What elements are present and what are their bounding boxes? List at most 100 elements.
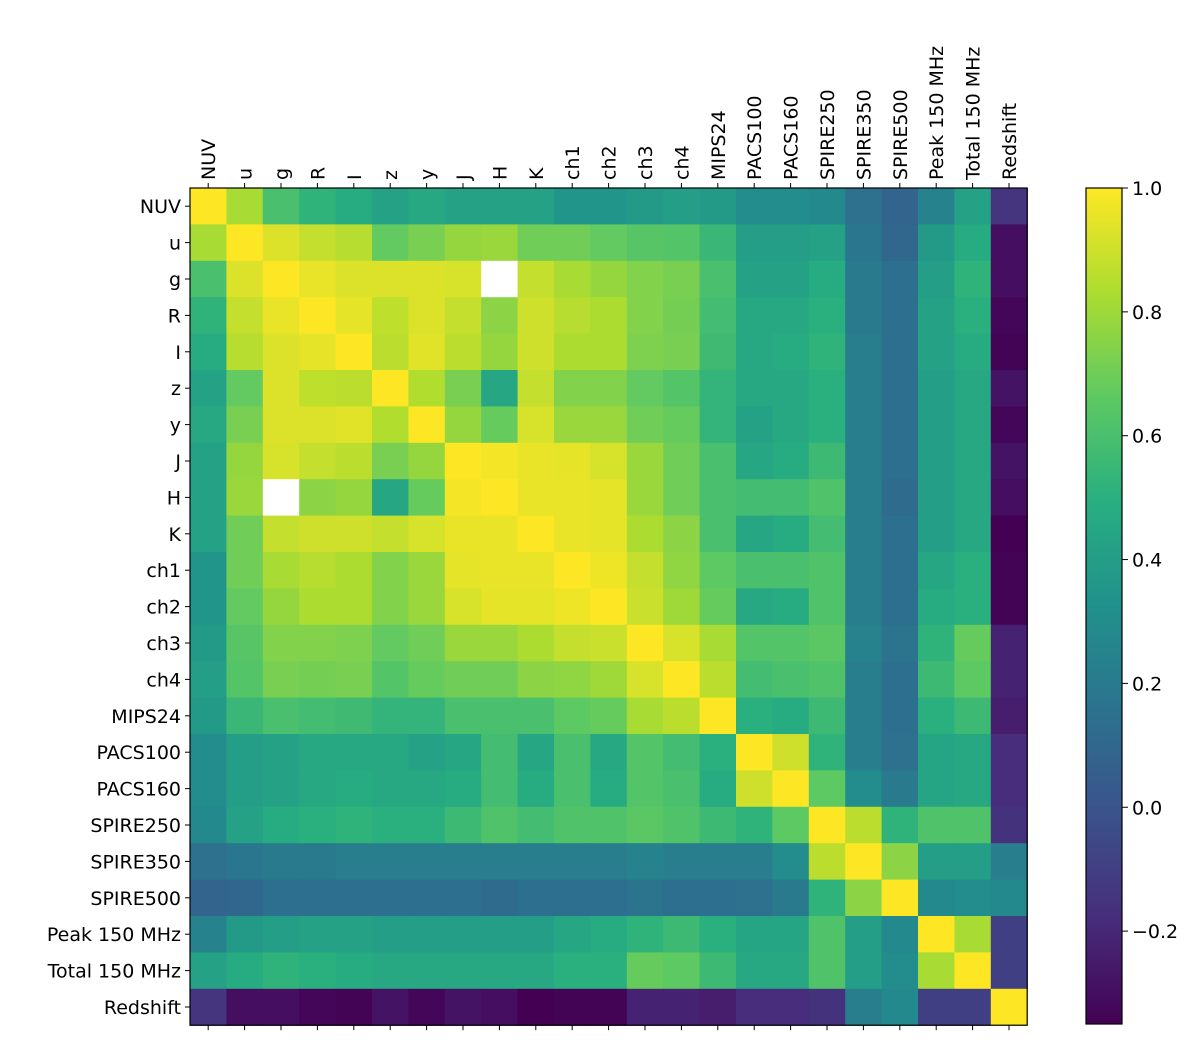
heatmap-cell [699, 515, 737, 553]
heatmap-cell [481, 988, 519, 1026]
heatmap-cell [918, 588, 955, 626]
heatmap-cell [444, 224, 482, 262]
heatmap-cell [517, 770, 555, 808]
heatmap-cell [954, 442, 992, 480]
heatmap-cell [335, 515, 373, 553]
heatmap-cell [554, 843, 591, 881]
heatmap-cell [190, 588, 227, 626]
x-tick-label: z [380, 170, 402, 180]
y-tick-label: K [169, 524, 182, 546]
heatmap-cell [881, 734, 919, 771]
heatmap-cell [772, 661, 810, 699]
heatmap-cell [481, 770, 519, 808]
heatmap-cell [626, 333, 664, 371]
heatmap-cell [190, 515, 227, 553]
heatmap-cell [481, 479, 519, 517]
heatmap-cell [481, 442, 519, 480]
heatmap-cell [808, 224, 846, 262]
heatmap-cell [954, 552, 992, 589]
heatmap-cell [262, 188, 300, 225]
heatmap-cell [481, 952, 519, 990]
heatmap-cell [262, 734, 300, 771]
heatmap-cell [408, 588, 446, 626]
heatmap-cell [736, 879, 773, 917]
heatmap-cell [626, 734, 664, 771]
heatmap-cell [590, 843, 628, 881]
heatmap-cell [663, 770, 701, 808]
heatmap-cell [335, 697, 373, 735]
heatmap-cell [408, 697, 446, 735]
heatmap-cell [736, 806, 773, 844]
heatmap-cell [517, 370, 555, 407]
heatmap-cell [408, 479, 446, 517]
heatmap-cell [481, 588, 519, 626]
x-tick-label: I [344, 174, 366, 180]
heatmap-cell [845, 552, 883, 589]
heatmap-cell [699, 297, 737, 335]
heatmap-cell [663, 806, 701, 844]
heatmap-cell [481, 879, 519, 917]
heatmap-cell [736, 406, 773, 444]
heatmap-cell [590, 188, 628, 225]
heatmap-cell [990, 916, 1028, 953]
heatmap-cell [335, 734, 373, 771]
x-tick-label: NUV [198, 139, 220, 180]
heatmap-cell [954, 770, 992, 808]
heatmap-cell [226, 224, 264, 262]
heatmap-cell [845, 370, 883, 407]
heatmap-cell [699, 260, 737, 298]
heatmap-cell [372, 333, 409, 371]
heatmap-cell [590, 770, 628, 808]
heatmap-cell [590, 624, 628, 662]
heatmap-cell [554, 661, 591, 699]
heatmap-cell [772, 479, 810, 517]
heatmap-cell [190, 697, 227, 735]
heatmap-cell [481, 916, 519, 953]
heatmap-cell [554, 260, 591, 298]
heatmap-cell [554, 406, 591, 444]
x-tick-label: ch2 [599, 145, 621, 180]
heatmap-cell [663, 188, 701, 225]
heatmap-cell [335, 370, 373, 407]
heatmap-cell [372, 442, 409, 480]
heatmap-cell [626, 406, 664, 444]
heatmap-cell [954, 479, 992, 517]
heatmap-cell [226, 406, 264, 444]
heatmap-cell [190, 406, 227, 444]
y-tick-label: I [175, 342, 181, 364]
heatmap-cell [918, 406, 955, 444]
y-tick-label: R [168, 305, 181, 327]
heatmap-cell [517, 479, 555, 517]
heatmap-cell [590, 370, 628, 407]
heatmap-cell [772, 406, 810, 444]
heatmap-cell [954, 260, 992, 298]
heatmap-cell [845, 442, 883, 480]
heatmap-cell [226, 770, 264, 808]
colorbar-gradient [1085, 187, 1123, 1025]
heatmap-cell [299, 224, 337, 262]
heatmap-cell [808, 843, 846, 881]
heatmap-cell [845, 479, 883, 517]
colorbar-tick-label: 0.8 [1132, 302, 1162, 324]
heatmap-cell [845, 188, 883, 225]
heatmap-cell [590, 224, 628, 262]
heatmap-cell [408, 406, 446, 444]
heatmap-cell [190, 297, 227, 335]
heatmap-cell [444, 515, 482, 553]
heatmap-cell [590, 297, 628, 335]
x-tick-label: MIPS24 [708, 110, 730, 180]
heatmap-cell [372, 734, 409, 771]
heatmap-cell [881, 988, 919, 1026]
heatmap-cell [845, 406, 883, 444]
heatmap-cell [408, 916, 446, 953]
heatmap-cell [590, 515, 628, 553]
heatmap-cell [226, 916, 264, 953]
heatmap-cell [918, 224, 955, 262]
x-tick-label: u [235, 168, 257, 180]
heatmap-cell [262, 370, 300, 407]
heatmap-cell [517, 734, 555, 771]
heatmap-cell [262, 588, 300, 626]
heatmap-cell [918, 988, 955, 1026]
